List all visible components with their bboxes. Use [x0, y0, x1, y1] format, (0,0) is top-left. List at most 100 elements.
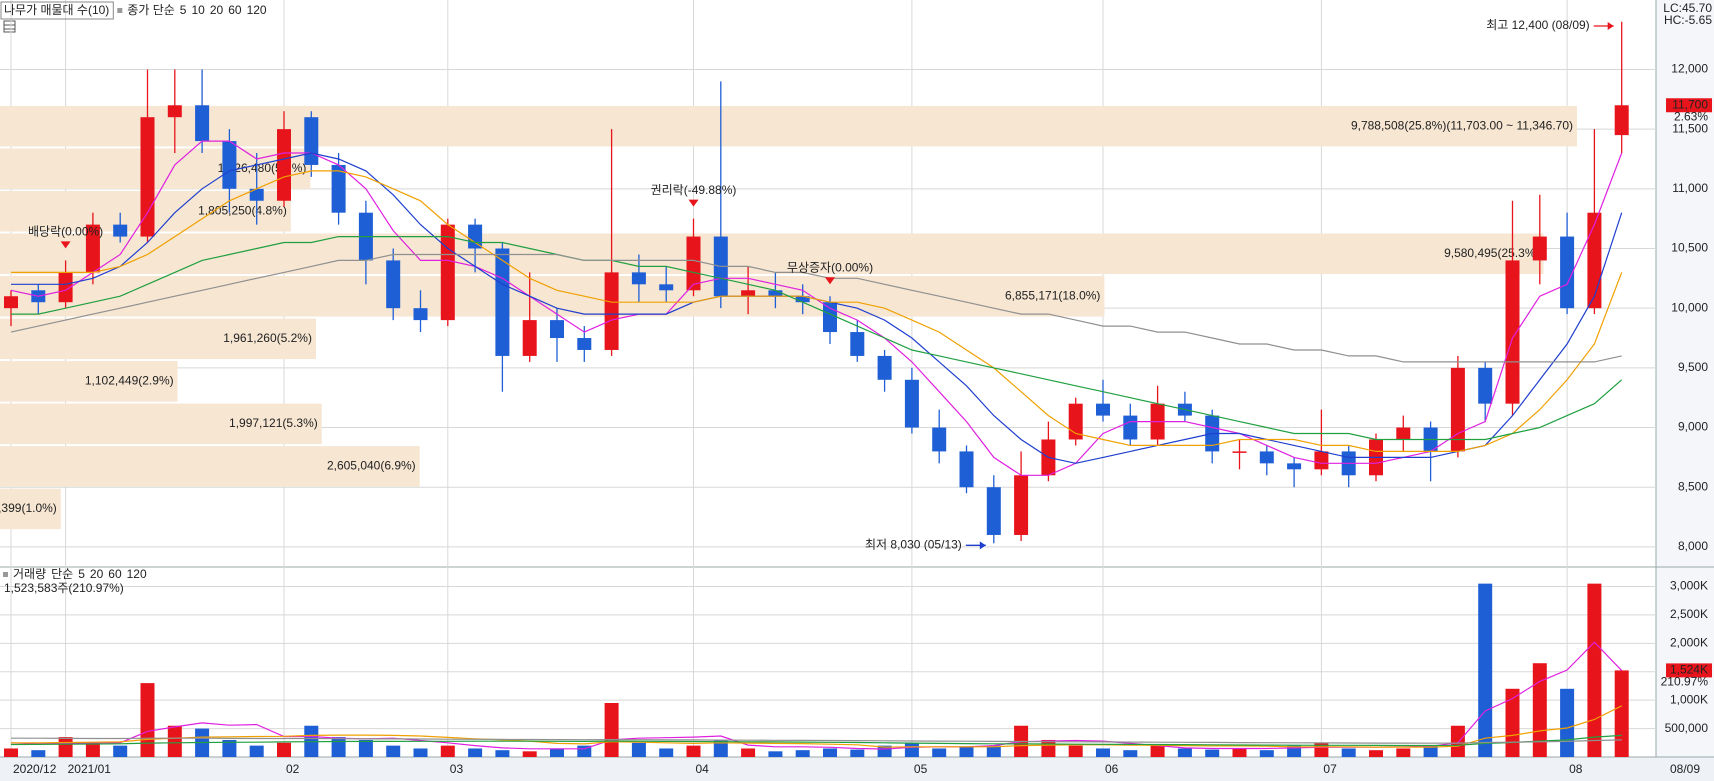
y-tick-label: 2,500K [1670, 607, 1708, 621]
candle-body [795, 296, 810, 303]
legend-prefix: 단순 [51, 567, 73, 581]
volume-bar [1587, 583, 1602, 757]
y-tick-label: 8,000 [1678, 539, 1708, 553]
candle-body [58, 272, 73, 303]
volume-tag [1666, 663, 1712, 678]
volume-bar [1287, 745, 1302, 757]
volume-bar [577, 745, 592, 757]
volume-bar [1450, 725, 1465, 757]
candle-body [1014, 475, 1029, 535]
volume-bar [904, 742, 919, 757]
y-tick-label: 9,000 [1678, 420, 1708, 434]
legend-entry: 20 [210, 3, 224, 17]
profile-label: 9,788,508(25.8%)(11,703.00 ~ 11,346.70) [1351, 118, 1573, 132]
chart-title: 나무가 매물대 수(10) [4, 3, 109, 17]
y-tick-label: 9,500 [1678, 360, 1708, 374]
x-tick-label: 08 [1569, 762, 1583, 776]
profile-label: 2,605,040(6.9%) [327, 459, 416, 473]
volume-bar [959, 746, 974, 757]
candle-body [440, 224, 455, 321]
price-tag-label: 11,700 [1672, 97, 1708, 111]
x-tick-label: 05 [914, 762, 928, 776]
profile-label: 1,102,449(2.9%) [85, 374, 174, 388]
profile-label: 6,855,171(18.0%) [1005, 288, 1100, 302]
volume-bar [604, 703, 619, 757]
legend-entry: 20 [90, 567, 104, 581]
volume-bar [249, 745, 264, 757]
profile-label: 1,961,260(5.2%) [223, 331, 312, 345]
y-tick-label: 10,500 [1671, 241, 1708, 255]
volume-bar [850, 749, 865, 757]
y-tick-label: 11,000 [1672, 181, 1708, 195]
legend-entry: 5 [78, 567, 85, 581]
table-icon[interactable] [3, 20, 16, 33]
volume-bar [31, 750, 46, 757]
profile-bar [0, 488, 61, 530]
title-box [0, 1, 114, 20]
candle-body [4, 296, 18, 309]
legend-entry: 5 [180, 3, 187, 17]
event-marker [60, 241, 71, 249]
volume-bar [659, 748, 674, 757]
arrow-head [979, 541, 986, 550]
volume-bar [113, 745, 128, 757]
candle-body [522, 320, 537, 356]
event-label: 배당락(0.00%) [28, 225, 103, 239]
profile-bar [0, 403, 322, 445]
ma-line [11, 705, 1622, 748]
x-tick-label: 02 [286, 762, 300, 776]
candle-body [331, 164, 346, 213]
volume-bar [4, 748, 18, 757]
low-annotation: 최저 8,030 (05/13) [865, 537, 962, 551]
volume-bar [1614, 670, 1629, 757]
volume-bar [440, 745, 455, 757]
volume-bar [795, 750, 810, 757]
indicator: LC:45.70 [1663, 1, 1712, 15]
volume-bar [932, 748, 947, 757]
volume-summary: 1,523,583주(210.97%) [4, 581, 124, 595]
candle-body [577, 338, 592, 350]
candle-body [877, 355, 892, 380]
profile-bar [0, 318, 316, 360]
profile-label: 1,805,250(4.8%) [198, 203, 287, 217]
volume-bar [1396, 748, 1411, 757]
candle-body [1614, 105, 1629, 136]
candle-body [823, 302, 837, 333]
volume-bar [713, 739, 728, 757]
volume-bar [167, 725, 182, 757]
volume-bar [522, 751, 537, 757]
x-tick-label: 2020/12 [13, 762, 57, 776]
volume-bar [1532, 663, 1547, 757]
volume-tag-label: 1,524K [1670, 663, 1708, 677]
volume-bar [468, 748, 483, 757]
axis-area [1656, 0, 1714, 781]
candle-body [495, 248, 510, 356]
volume-bar [1232, 748, 1247, 757]
candle-body [304, 117, 319, 165]
ma-line [11, 236, 1623, 441]
volume-bar [986, 745, 1001, 757]
candle-body [1314, 451, 1329, 470]
candle-body [1232, 451, 1247, 453]
profile-bar [0, 105, 1577, 147]
candle-body [932, 427, 947, 452]
candle-body [959, 451, 974, 488]
candle-body [1587, 212, 1602, 309]
legend-entry: 120 [247, 3, 267, 17]
legend-entry: 120 [127, 567, 147, 581]
legend-prefix: 종가 단순 [127, 3, 175, 17]
ma-line [11, 170, 1623, 452]
indicator: HC:-5.65 [1664, 13, 1712, 27]
date-axis [0, 757, 1714, 781]
volume-change: 210.97% [1661, 675, 1709, 689]
candle-body [1532, 236, 1547, 261]
candle-body [85, 224, 100, 273]
x-tick-label: 2021/01 [68, 762, 112, 776]
y-tick-label: 8,500 [1678, 479, 1708, 493]
arrow-head [1607, 22, 1614, 30]
volume-bar [277, 742, 291, 757]
volume-bar [58, 737, 73, 757]
y-tick-label: 11,500 [1672, 121, 1708, 135]
legend-icon [3, 572, 8, 577]
volume-bar [768, 751, 783, 757]
